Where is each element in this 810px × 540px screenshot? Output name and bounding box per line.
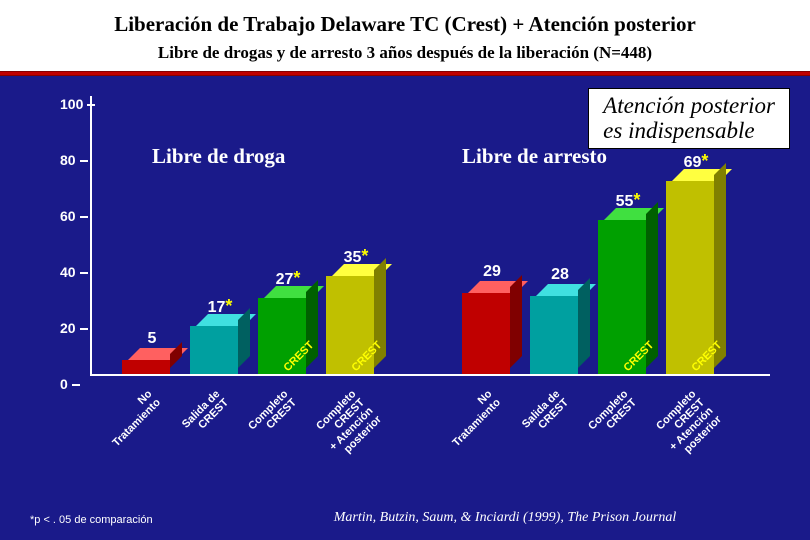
x-category-label: Salida deCREST xyxy=(150,388,231,469)
bar-value-label: 27* xyxy=(264,268,312,289)
y-tick: 40 xyxy=(60,264,76,280)
chart-title: Liberación de Trabajo Delaware TC (Crest… xyxy=(0,0,810,41)
x-category-label: Salida deCREST xyxy=(490,388,571,469)
callout-box: Atención posterior es indispensable xyxy=(588,88,790,149)
y-tick: 60 xyxy=(60,208,76,224)
group1-label: Libre de droga xyxy=(152,144,285,169)
bar-value-label: 28 xyxy=(536,266,584,284)
bar-value-label: 17* xyxy=(196,296,244,317)
bar-value-label: 5 xyxy=(128,330,176,348)
callout-line1: Atención posterior xyxy=(603,93,775,118)
bar-value-label: 29 xyxy=(468,263,516,281)
y-tick: 0 xyxy=(60,376,68,392)
group2-label: Libre de arresto xyxy=(462,144,607,169)
y-tick: 100 xyxy=(60,96,83,112)
chart-subtitle: Libre de drogas y de arresto 3 años desp… xyxy=(0,41,810,71)
x-category-label: Completo CREST xyxy=(218,388,299,469)
x-category-label: Completo CREST xyxy=(558,388,639,469)
bar-value-label: 55* xyxy=(604,190,652,211)
bar: 28 xyxy=(530,296,578,374)
y-tick: 80 xyxy=(60,152,76,168)
bar: 5 xyxy=(122,360,170,374)
callout-line2: es indispensable xyxy=(603,118,775,143)
x-category-label: Completo CREST+ Atenciónposterior xyxy=(626,388,724,486)
footnote: *p < . 05 de comparación xyxy=(30,514,153,526)
x-category-label: NoTratamiento xyxy=(422,388,503,469)
x-category-label: Completo CREST+ Atenciónposterior xyxy=(286,388,384,486)
bar: 17* xyxy=(190,326,238,374)
divider-red xyxy=(0,71,810,76)
bar: 29 xyxy=(462,293,510,374)
x-category-label: NoTratamiento xyxy=(82,388,163,469)
citation: Martin, Butzin, Saum, & Inciardi (1999),… xyxy=(220,510,790,526)
bar-value-label: 35* xyxy=(332,246,380,267)
bar-value-label: 69* xyxy=(672,151,720,172)
bar: 69* xyxy=(666,181,714,374)
y-tick: 20 xyxy=(60,320,76,336)
chart-area: Atención posterior es indispensable Libr… xyxy=(60,96,770,446)
